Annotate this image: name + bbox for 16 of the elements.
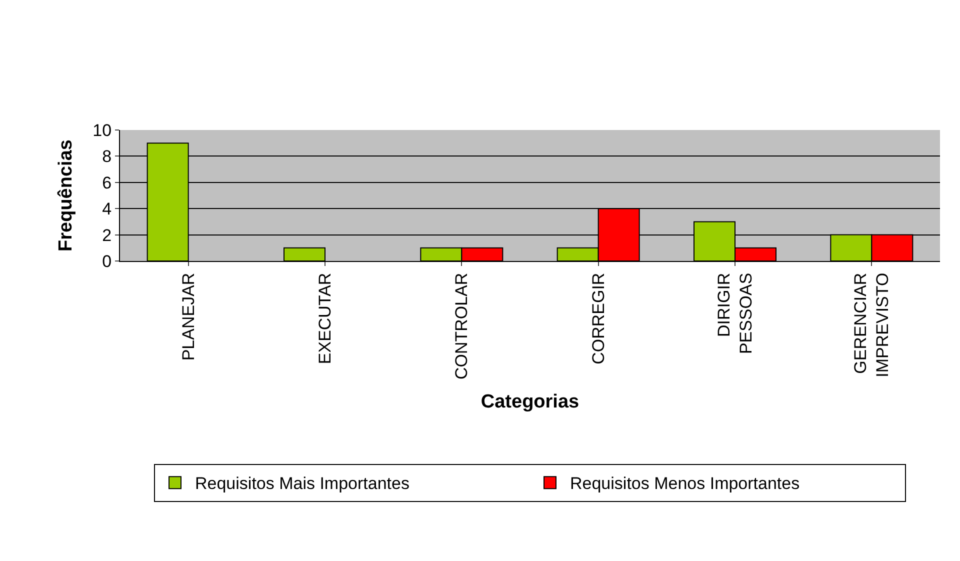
y-tick-label: 6 xyxy=(102,173,112,192)
legend-label: Requisitos Menos Importantes xyxy=(570,474,800,494)
y-tick-label: 4 xyxy=(102,200,112,219)
x-tick-label: CONTROLAR xyxy=(452,272,472,380)
y-tick-label: 2 xyxy=(102,226,112,245)
y-tick-label: 0 xyxy=(102,252,112,271)
x-tick-label: DIRIGIR PESSOAS xyxy=(714,272,756,354)
y-axis-title: Frequências xyxy=(56,140,77,252)
x-tick-label: CORREGIR xyxy=(588,272,608,364)
x-tick-label: GERENCIAR IMPREVISTO xyxy=(851,272,892,378)
y-tick-label: 8 xyxy=(102,147,112,166)
legend-label: Requisitos Mais Importantes xyxy=(195,474,410,494)
x-tick-label: EXECUTAR xyxy=(316,272,335,364)
y-tick-label: 10 xyxy=(92,120,112,140)
x-axis-title: Categorias xyxy=(480,391,580,412)
x-tick-label: PLANEJAR xyxy=(178,272,198,361)
